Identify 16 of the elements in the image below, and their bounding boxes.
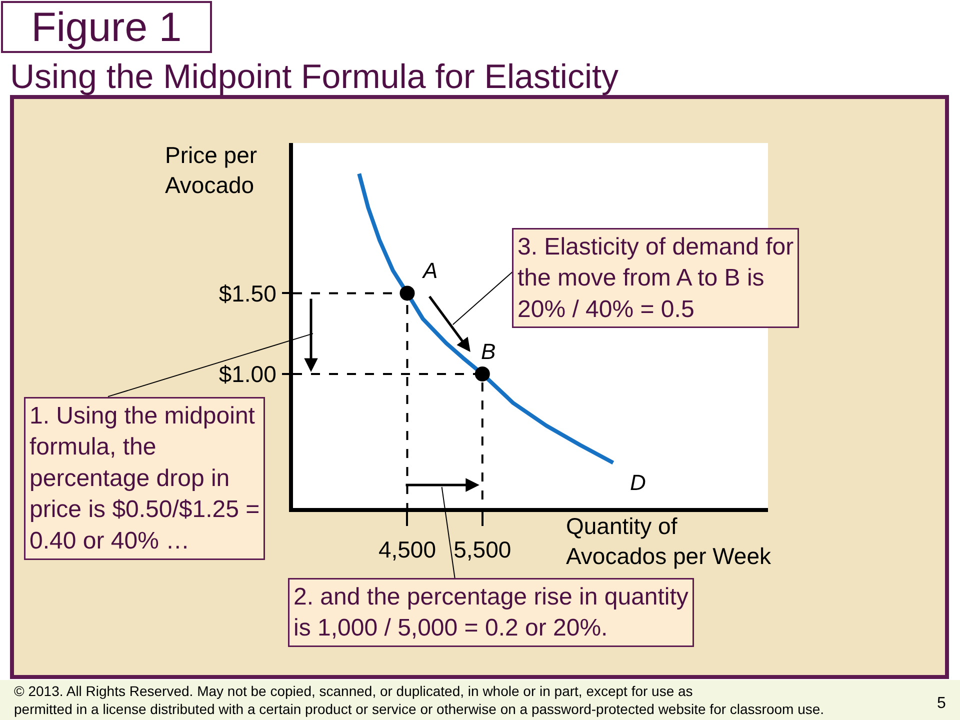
chart-subtitle: Using the Midpoint Formula for Elasticity [10, 58, 618, 96]
y-tick-label: $1.50 [218, 280, 276, 306]
text: 2. and the percentage rise in quantity is 1,000 / 5,000 = 0.2 or 20%. [294, 584, 688, 642]
series-label: D [630, 470, 646, 495]
annotation: A [421, 258, 438, 283]
text: 1. Using the midpoint formula, the percentage drop in price is $0.50/$1.25 = 0.40 or 40% … [30, 402, 260, 554]
text: © 2013. All Rights Reserved. May not be copied, scanned, or duplicated, in whole or in part, except for use as permitted in a license distributed with a certain product or service or otherwise on a password-protected website for classroom use. [14, 683, 824, 718]
x-axis-title: Quantity of Avocados per Week [566, 513, 772, 569]
x-tick-label: 4,500 [378, 536, 436, 563]
x-tick-label: 5,500 [454, 536, 512, 563]
annotation: B [481, 339, 496, 364]
annotation: 3. Elasticity of demand for the move from A to B is 20% / 40% = 0.5 [518, 234, 794, 323]
chart-title: Figure 1 [31, 4, 182, 50]
y-axis-title: Price per Avocado [165, 142, 258, 198]
y-tick-label: $1.00 [218, 361, 276, 387]
text: 5 [937, 695, 946, 712]
